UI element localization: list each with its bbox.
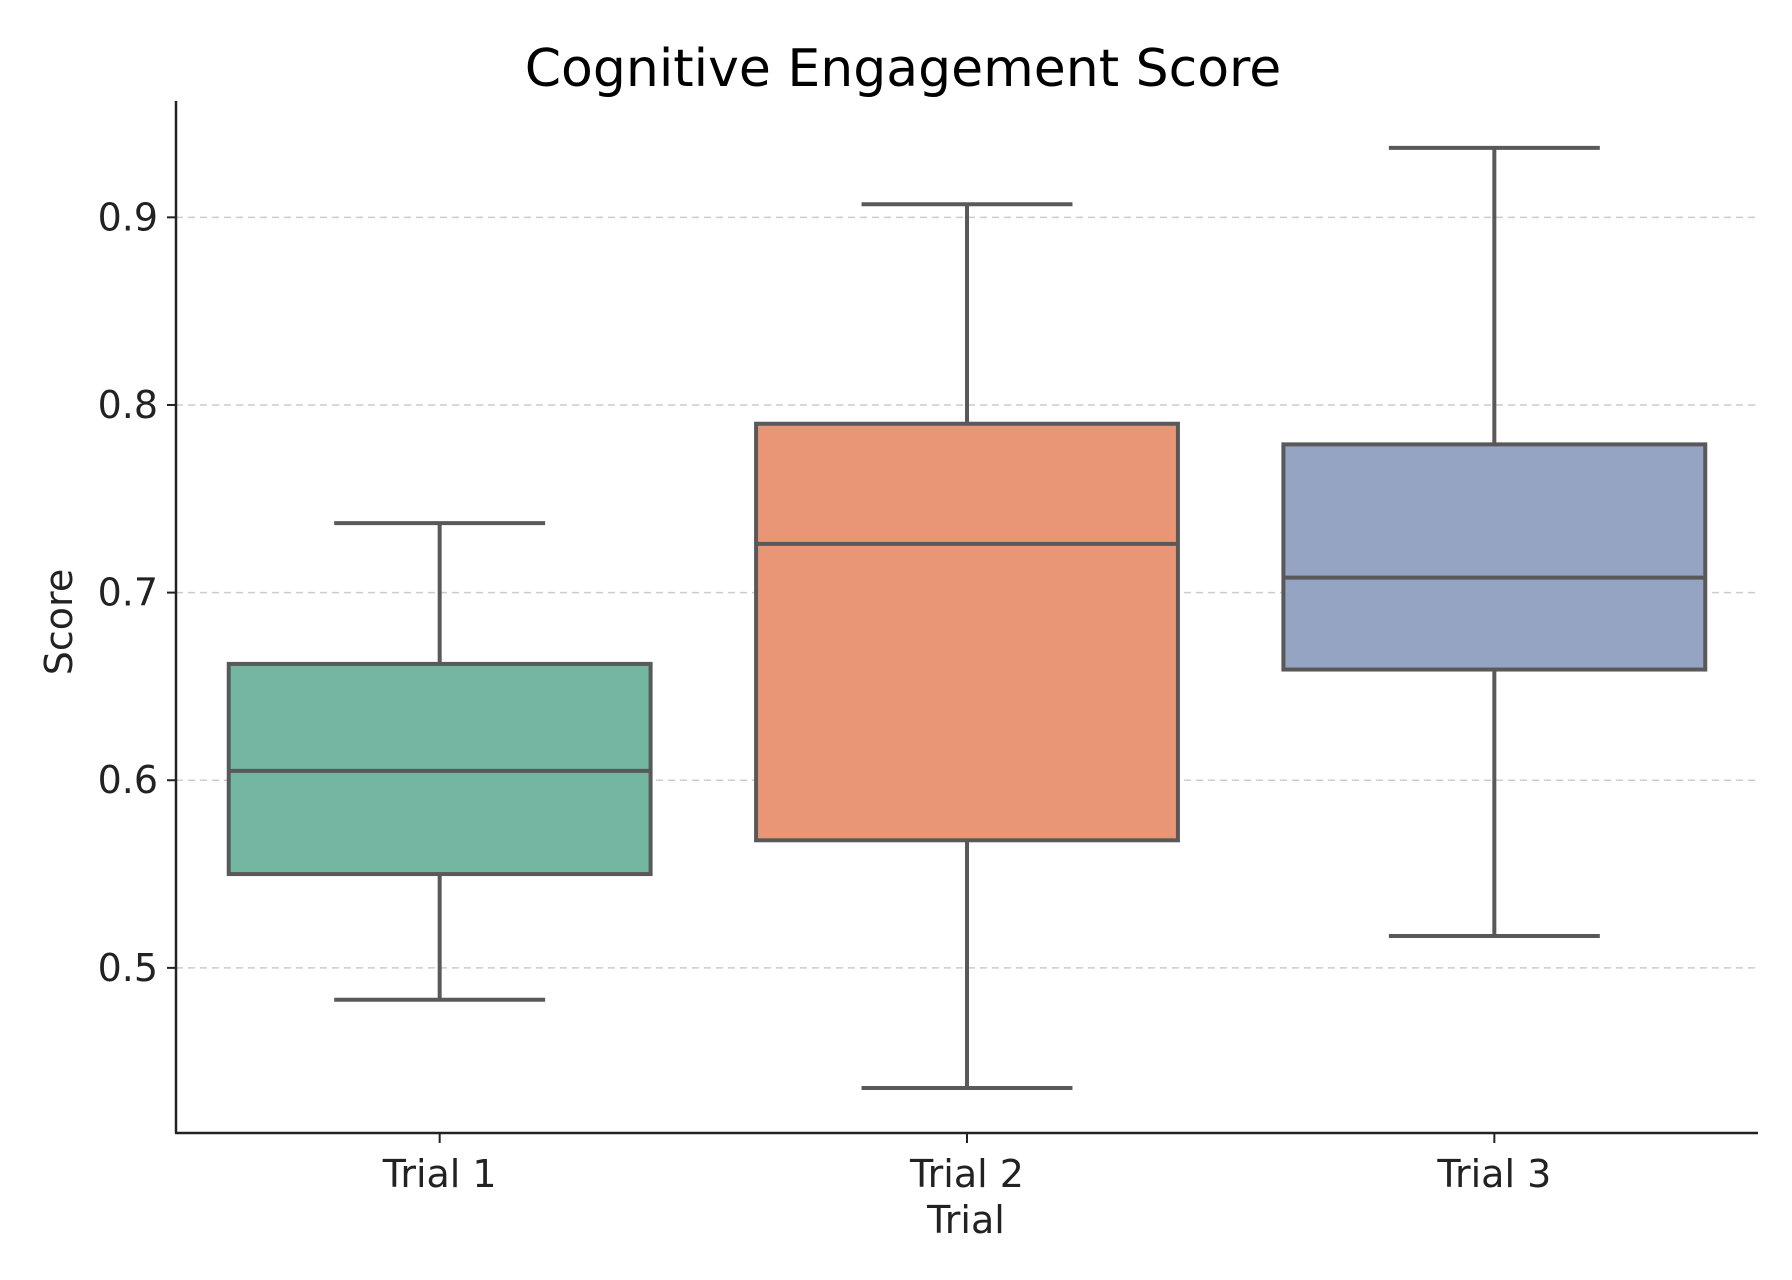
y-tick-label: 0.9 [98,195,158,239]
x-tick-label: Trial 1 [382,1152,497,1196]
chart-title: Cognitive Engagement Score [525,39,1282,99]
box-3 [1281,145,1708,938]
box-1 [226,521,653,1002]
x-tick-label: Trial 2 [909,1152,1024,1196]
box-iqr [1281,442,1708,672]
x-tick-label: Trial 3 [1436,1152,1551,1196]
x-ticks: Trial 1 Trial 2 Trial 3 [382,1133,1551,1196]
y-tick-label: 0.6 [98,758,158,802]
x-axis-label: Trial [926,1198,1005,1242]
box-iqr [754,421,1180,843]
box-2 [754,202,1180,1090]
y-tick-label: 0.5 [98,946,158,990]
y-tick-label: 0.8 [98,383,158,427]
boxes [226,145,1708,1090]
y-tick-label: 0.7 [98,571,158,615]
y-axis-label: Score [37,569,81,675]
y-ticks: 0.5 0.6 0.7 0.8 0.9 [98,195,176,990]
